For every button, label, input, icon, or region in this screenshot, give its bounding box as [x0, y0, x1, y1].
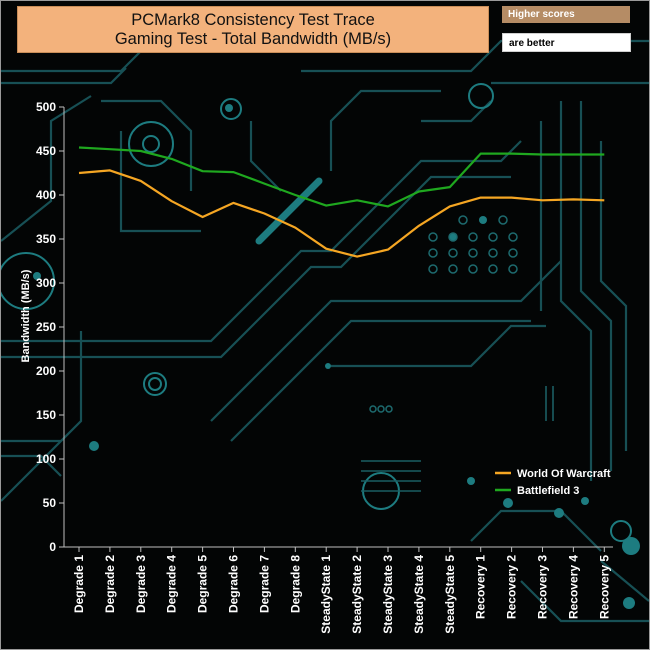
x-tick-label: Degrade 1 [72, 555, 86, 613]
series-line-world-of-warcraft [78, 169, 605, 258]
legend: World Of Warcraft Battlefield 3 [495, 468, 611, 497]
x-tick-label: SteadyState 5 [443, 555, 457, 634]
x-tick-label: Recovery 3 [536, 555, 550, 619]
legend-label: World Of Warcraft [517, 468, 611, 480]
axes [59, 106, 613, 552]
y-tick-label: 450 [36, 144, 56, 158]
are-better-badge: are better [502, 33, 631, 52]
x-tick-label: Degrade 8 [288, 555, 302, 613]
chart-subtitle: Gaming Test - Total Bandwidth (MB/s) [114, 30, 392, 48]
x-tick-label: Degrade 2 [103, 555, 117, 613]
x-tick-label: Degrade 5 [196, 555, 210, 613]
y-tick-label: 0 [49, 540, 56, 554]
x-tick-label: SteadyState 4 [412, 555, 426, 634]
y-tick-label: 500 [36, 100, 56, 114]
y-tick-labels: 0 50 100 150 200 250 300 350 400 450 500 [36, 100, 56, 554]
x-tick-label: Recovery 1 [474, 555, 488, 619]
x-tick-label: Recovery 4 [566, 555, 580, 619]
y-tick-label: 300 [36, 276, 56, 290]
chart-title-box: PCMark8 Consistency Test Trace Gaming Te… [17, 6, 489, 53]
x-tick-label: Recovery 2 [505, 555, 519, 619]
y-tick-label: 250 [36, 320, 56, 334]
x-tick-label: SteadyState 2 [350, 555, 364, 634]
x-tick-labels: Degrade 1 Degrade 2 Degrade 3 Degrade 4 Degr… [72, 555, 611, 634]
x-tick-label: Recovery 5 [597, 555, 611, 619]
x-tick-label: SteadyState 3 [381, 555, 395, 634]
series-lines [78, 146, 605, 258]
y-tick-label: 100 [36, 452, 56, 466]
x-tick-label: Degrade 7 [257, 555, 271, 613]
y-tick-label: 350 [36, 232, 56, 246]
y-tick-label: 150 [36, 408, 56, 422]
y-axis-label: Bandwidth (MB/s) [20, 269, 32, 362]
x-tick-label: SteadyState 1 [319, 555, 333, 634]
higher-scores-badge: Higher scores [502, 6, 630, 23]
series-line-battlefield-3 [78, 146, 605, 208]
y-tick-label: 400 [36, 188, 56, 202]
x-tick-label: Degrade 3 [134, 555, 148, 613]
y-tick-label: 200 [36, 364, 56, 378]
legend-label: Battlefield 3 [517, 485, 579, 497]
y-tick-label: 50 [43, 496, 57, 510]
chart-title: PCMark8 Consistency Test Trace [131, 11, 375, 29]
x-tick-label: Degrade 4 [165, 555, 179, 613]
x-tick-label: Degrade 6 [227, 555, 241, 613]
